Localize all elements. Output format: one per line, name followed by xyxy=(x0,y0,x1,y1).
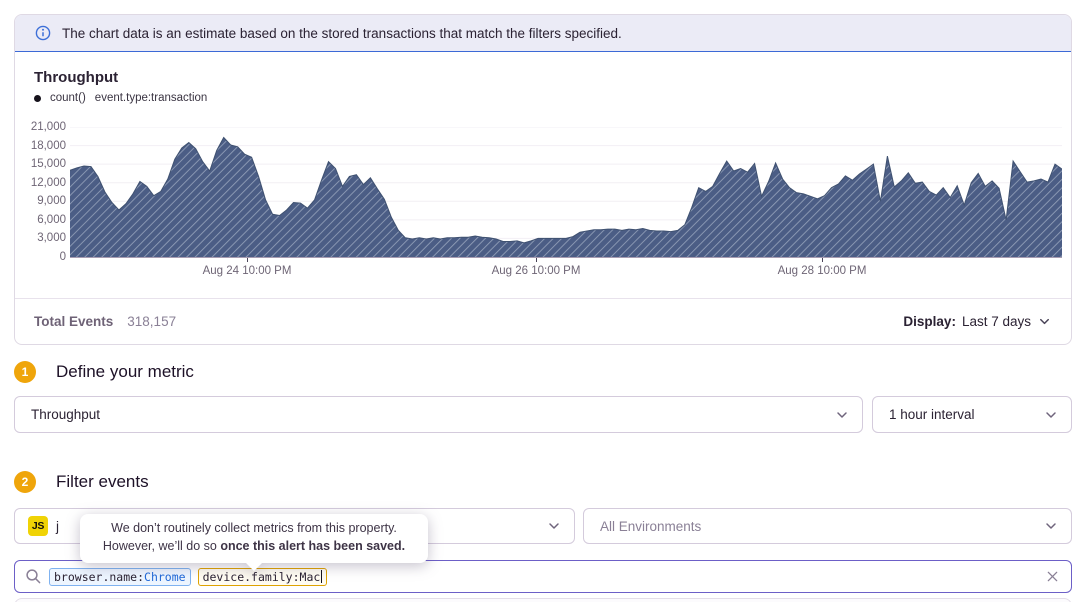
x-tick-mark xyxy=(247,257,248,262)
interval-dropdown[interactable]: 1 hour interval xyxy=(872,396,1072,433)
metrics-warning-tooltip: We don’t routinely collect metrics from … xyxy=(80,514,428,570)
chart-footer: Total Events 318,157 Display: Last 7 day… xyxy=(15,298,1071,344)
metric-dropdown-value: Throughput xyxy=(31,407,101,422)
chevron-down-icon xyxy=(1040,318,1049,325)
chevron-down-icon xyxy=(1046,411,1056,418)
y-tick-label: 6,000 xyxy=(37,213,66,226)
environment-dropdown-value: All Environments xyxy=(600,518,702,534)
y-tick-label: 18,000 xyxy=(30,139,66,152)
x-axis-line xyxy=(70,257,1062,258)
chart-legend: count() event.type:transaction xyxy=(34,92,207,104)
clear-search-icon[interactable] xyxy=(1046,570,1059,583)
throughput-area-path xyxy=(70,137,1062,257)
chart-section: Throughput count() event.type:transactio… xyxy=(15,52,1071,298)
section-filter-events-header: 2 Filter events xyxy=(14,471,149,493)
chart-plot-area[interactable] xyxy=(70,127,1062,262)
chart-card: The chart data is an estimate based on t… xyxy=(14,14,1072,345)
x-tick-label: Aug 28 10:00 PM xyxy=(777,265,867,277)
display-label: Display: xyxy=(903,314,956,329)
banner-text: The chart data is an estimate based on t… xyxy=(62,25,622,41)
total-events-label: Total Events xyxy=(34,314,114,329)
info-icon xyxy=(35,25,51,41)
y-tick-label: 9,000 xyxy=(37,195,66,208)
x-tick-mark xyxy=(822,257,823,262)
chevron-down-icon xyxy=(837,411,847,418)
environment-dropdown[interactable]: All Environments xyxy=(583,508,1072,544)
tooltip-line1: We don’t routinely collect metrics from … xyxy=(111,521,397,535)
legend-series-label: count() xyxy=(50,92,86,104)
filter-token-browser-name[interactable]: browser.nameChrome xyxy=(49,567,191,586)
x-axis-labels: Aug 24 10:00 PM Aug 26 10:00 PM Aug 28 10:… xyxy=(70,265,1062,281)
total-events: Total Events 318,157 xyxy=(34,314,176,329)
display-value: Last 7 days xyxy=(961,314,1031,329)
define-metric-title: Define your metric xyxy=(56,362,194,381)
chart-title: Throughput xyxy=(34,69,119,86)
chevron-down-icon xyxy=(549,523,559,529)
text-cursor xyxy=(321,570,323,583)
info-banner: The chart data is an estimate based on t… xyxy=(15,15,1071,52)
filter-events-title: Filter events xyxy=(56,472,149,491)
chevron-down-icon xyxy=(1046,523,1056,529)
total-events-value: 318,157 xyxy=(127,314,177,329)
interval-dropdown-value: 1 hour interval xyxy=(889,407,975,422)
filter-token-device-family[interactable]: device.familyMac xyxy=(197,567,328,586)
y-axis-labels: 0 3,000 6,000 9,000 12,000 15,000 18,000 21,000 xyxy=(15,121,66,263)
legend-dot-icon xyxy=(34,94,41,102)
y-tick-label: 3,000 xyxy=(37,232,66,245)
search-filter-input[interactable]: browser.nameChrome device.familyMac xyxy=(14,560,1072,593)
x-tick-label: Aug 26 10:00 PM xyxy=(491,265,581,277)
next-section-edge xyxy=(14,598,1072,602)
step-1-badge: 1 xyxy=(14,361,36,383)
y-tick-label: 15,000 xyxy=(30,158,66,171)
y-tick-label: 12,000 xyxy=(30,176,66,189)
throughput-chart-svg xyxy=(70,127,1062,257)
project-dropdown-value: j xyxy=(56,518,59,534)
tooltip-line2: However, we’ll do so once this alert has… xyxy=(102,538,406,553)
step-2-badge: 2 xyxy=(14,471,36,493)
y-tick-label: 21,000 xyxy=(30,121,66,133)
search-icon xyxy=(26,569,41,584)
metric-dropdown[interactable]: Throughput xyxy=(14,396,863,433)
x-tick-mark xyxy=(536,257,537,262)
legend-filter-label: event.type:transaction xyxy=(94,92,208,104)
javascript-platform-icon: JS xyxy=(28,516,48,536)
x-tick-label: Aug 24 10:00 PM xyxy=(202,265,292,277)
y-tick-label: 0 xyxy=(59,251,66,263)
throughput-line-path xyxy=(70,136,1062,244)
section-define-metric-header: 1 Define your metric xyxy=(14,361,194,383)
display-period-selector[interactable]: Display: Last 7 days xyxy=(903,314,1052,329)
